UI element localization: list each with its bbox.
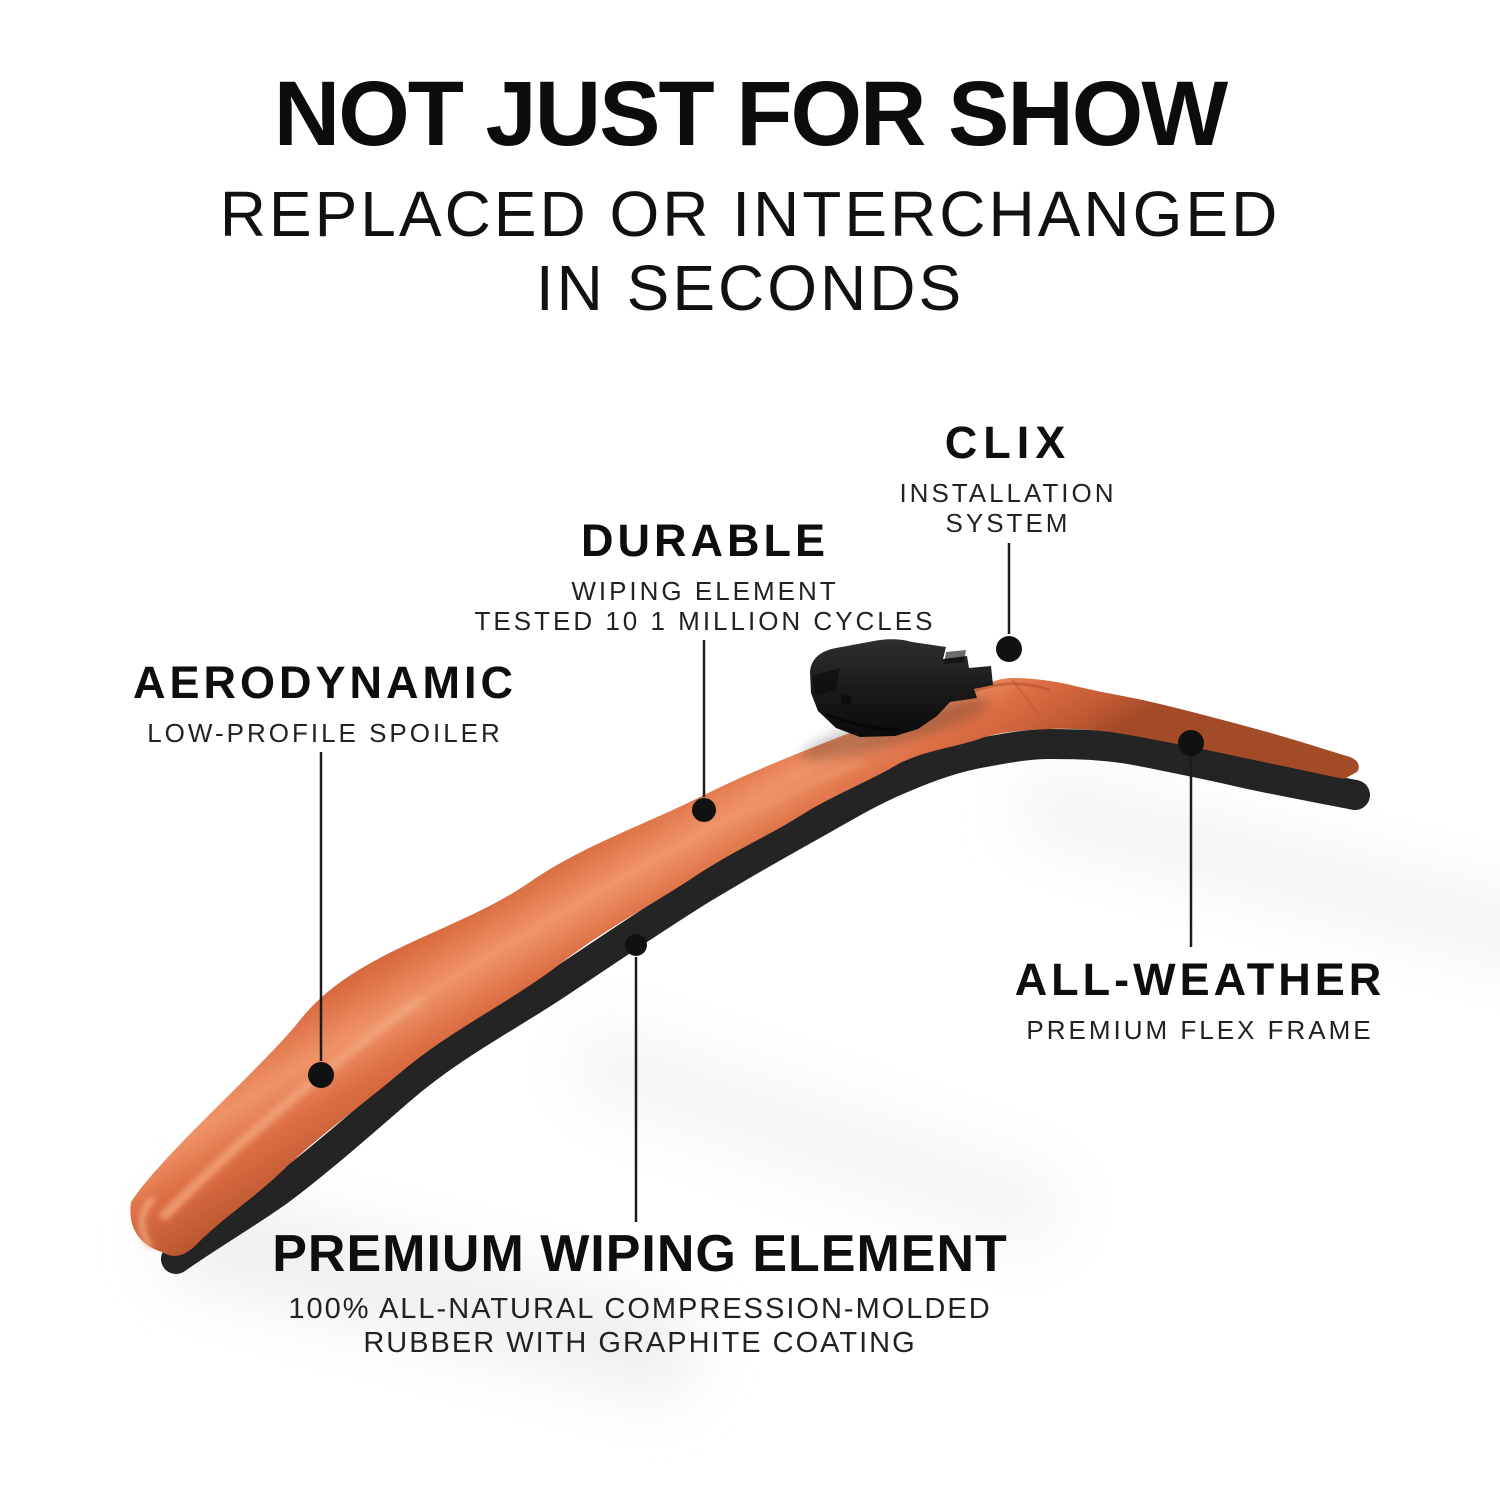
callout-clix-sub-line2: SYSTEM — [945, 507, 1071, 538]
callout-all-weather: ALL-WEATHER PREMIUM FLEX FRAME — [920, 957, 1480, 1046]
callout-premium-wiping-sub: 100% ALL-NATURAL COMPRESSION-MOLDED RUBB… — [180, 1292, 1100, 1360]
callout-clix-heading: CLIX — [944, 417, 1072, 468]
spoiler-endcap-edge — [1011, 679, 1041, 717]
page-subtitle-line2: IN SECONDS — [535, 251, 965, 324]
rubber-strip — [161, 728, 1370, 1274]
callout-all-weather-sub-line1: PREMIUM FLEX FRAME — [1026, 1015, 1374, 1045]
adapter-pivot-detail — [841, 695, 851, 705]
callout-premium-wiping-heading: PREMIUM WIPING ELEMENT — [272, 1225, 1008, 1283]
floor-shadow-left — [156, 1189, 704, 1401]
callout-durable-sub-line2: TESTED 10 1 MILLION CYCLES — [474, 605, 936, 636]
floor-shadow-right — [1018, 772, 1500, 972]
highlight-streak-tip — [160, 995, 425, 1220]
clix-adapter — [810, 639, 993, 737]
page-subtitle-line1: REPLACED OR INTERCHANGED — [219, 177, 1281, 250]
callout-durable-sub-line1: WIPING ELEMENT — [571, 576, 839, 606]
floor-shadow-middle — [571, 1024, 1069, 1250]
adapter-claw-detail — [944, 650, 966, 664]
callout-aerodynamic-sub: LOW-PROFILE SPOILER — [45, 718, 605, 749]
adapter-bottom-edge — [825, 712, 901, 732]
blade-body — [130, 678, 1359, 1256]
callout-all-weather-heading: ALL-WEATHER — [1014, 954, 1386, 1005]
header: NOT JUST FOR SHOW REPLACED OR INTERCHANG… — [0, 66, 1500, 325]
callout-clix: CLIX INSTALLATION SYSTEM — [858, 420, 1158, 539]
callout-all-weather-sub: PREMIUM FLEX FRAME — [920, 1015, 1480, 1046]
callout-aerodynamic-heading: AERODYNAMIC — [132, 657, 517, 708]
premium-leader-dot — [625, 934, 647, 956]
callout-premium-wiping-sub-line2: RUBBER WITH GRAPHITE COATING — [363, 1327, 917, 1360]
callout-durable: DURABLE WIPING ELEMENT TESTED 10 1 MILLI… — [425, 518, 985, 637]
page-subtitle: REPLACED OR INTERCHANGED IN SECONDS — [0, 177, 1500, 325]
callout-durable-heading: DURABLE — [581, 515, 829, 566]
highlight-streak-long — [416, 758, 864, 1004]
highlight-tip-specular — [139, 1197, 155, 1249]
blade-highlights — [139, 679, 1051, 1249]
callout-leaders — [308, 543, 1204, 1222]
aerodynamic-leader-dot — [308, 1062, 334, 1088]
adapter-latch-detail — [812, 668, 840, 696]
callout-aerodynamic: AERODYNAMIC LOW-PROFILE SPOILER — [45, 660, 605, 749]
clix-leader-dot — [996, 636, 1022, 662]
callout-clix-sub-line1: INSTALLATION — [899, 478, 1117, 508]
page-title: NOT JUST FOR SHOW — [273, 63, 1228, 165]
callout-premium-wiping: PREMIUM WIPING ELEMENT 100% ALL-NATURAL … — [180, 1228, 1100, 1360]
callout-aerodynamic-sub-line1: LOW-PROFILE SPOILER — [147, 718, 503, 748]
callout-durable-sub: WIPING ELEMENT TESTED 10 1 MILLION CYCLE… — [425, 576, 985, 637]
callout-clix-sub: INSTALLATION SYSTEM — [858, 478, 1158, 539]
all-weather-leader-dot — [1178, 730, 1204, 756]
floor-shadows — [156, 772, 1500, 1401]
durable-leader-dot — [692, 798, 716, 822]
callout-premium-wiping-sub-line1: 100% ALL-NATURAL COMPRESSION-MOLDED — [288, 1293, 992, 1325]
